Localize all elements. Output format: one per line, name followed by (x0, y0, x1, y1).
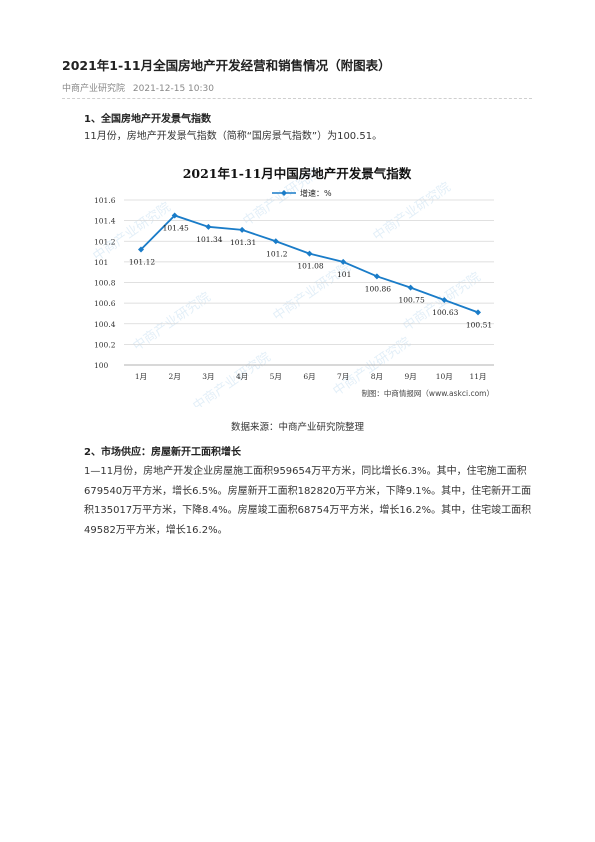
data-label: 101.31 (230, 238, 256, 247)
section1-paragraph: 11月份，房地产开发景气指数（简称“国房景气指数”）为100.51。 (84, 131, 383, 142)
data-point (340, 258, 347, 265)
data-label: 101.2 (266, 249, 288, 258)
x-tick-label: 9月 (404, 372, 416, 381)
y-tick-label: 101.4 (94, 217, 116, 226)
chart-caption: 数据来源：中商产业研究院整理 (230, 422, 364, 433)
data-label: 101.12 (129, 258, 155, 267)
x-tick-label: 6月 (303, 372, 315, 381)
y-tick-label: 100.4 (94, 320, 116, 329)
data-point (306, 250, 313, 257)
data-label: 100.75 (398, 296, 424, 305)
gridlines (124, 199, 494, 366)
article-source[interactable]: 中商产业研究院 (62, 84, 126, 94)
data-point (475, 309, 481, 316)
y-tick-label: 100.6 (94, 299, 116, 308)
x-tick-label: 1月 (135, 372, 147, 381)
y-tick-label: 101 (94, 258, 108, 267)
series-line-group (138, 212, 481, 316)
legend-label: 增速：% (300, 188, 332, 198)
x-tick-label: 5月 (270, 372, 282, 381)
section2-paragraph: 1—11月份，房地产开发企业房屋施工面积959654万平方米，同比增长6.3%。… (84, 466, 532, 536)
y-tick-label: 100 (94, 361, 109, 370)
data-labels: 101.12 101.45 101.34 101.31 101.2 101.08 101 10… (129, 223, 492, 329)
x-tick-label: 11月 (469, 372, 486, 381)
watermark-text: 中商产业研究院 (370, 180, 453, 244)
section2-heading: 2、市场供应：房屋新开工面积增长 (84, 447, 241, 458)
x-tick-label: 7月 (337, 372, 349, 381)
chart-legend: 增速：% (272, 188, 332, 198)
chart-title: 2021年1-11月中国房地产开发景气指数 (183, 166, 412, 181)
y-tick-label: 101.6 (94, 196, 116, 205)
y-tick-label: 101.2 (94, 237, 116, 246)
data-label: 101 (337, 270, 351, 279)
data-point (272, 238, 279, 245)
data-point (441, 297, 448, 304)
x-tick-label: 2月 (169, 372, 181, 381)
x-tick-label: 3月 (202, 372, 214, 381)
x-tick-label: 10月 (436, 372, 453, 381)
x-tick-label: 4月 (236, 372, 248, 381)
chart-credit: 制图：中商情报网（www.askci.com） (361, 388, 494, 398)
chart-container: 中商产业研究院 中商产业研究院 中商产业研究院 中商产业研究院 中商产业研究院 中商产业研… (84, 155, 510, 414)
data-label: 101.45 (163, 223, 189, 232)
y-tick-label: 100.2 (94, 340, 116, 349)
data-point (239, 226, 246, 233)
x-tick-label: 8月 (371, 372, 383, 381)
section1-heading: 1、全国房地产开发景气指数 (84, 114, 211, 125)
article-meta: 中商产业研究院 2021-12-15 10:30 (62, 81, 219, 94)
data-point (407, 284, 414, 291)
title-divider (62, 98, 532, 99)
data-label: 100.63 (432, 308, 458, 317)
data-label: 101.08 (297, 262, 323, 271)
data-point (171, 212, 178, 219)
article-datetime: 2021-12-15 10:30 (132, 84, 214, 94)
data-label: 101.34 (196, 235, 222, 244)
y-tick-label: 100.8 (94, 279, 116, 288)
data-point (373, 273, 380, 280)
data-label: 100.51 (466, 320, 492, 329)
data-label: 100.86 (365, 284, 391, 293)
data-point (138, 246, 144, 253)
y-axis-ticks: 100 100.2 100.4 100.6 100.8 101 101.2 101.4 101.… (94, 196, 116, 370)
article-title: 2021年1-11月全国房地产开发经营和销售情况（附图表） (62, 58, 391, 73)
data-point (205, 223, 212, 230)
watermark-text: 中商产业研究院 (90, 200, 173, 264)
x-axis-ticks: 1月 2月 3月 4月 5月 6月 7月 8月 9月 10月 11月 (135, 372, 487, 381)
legend-marker (281, 190, 287, 196)
